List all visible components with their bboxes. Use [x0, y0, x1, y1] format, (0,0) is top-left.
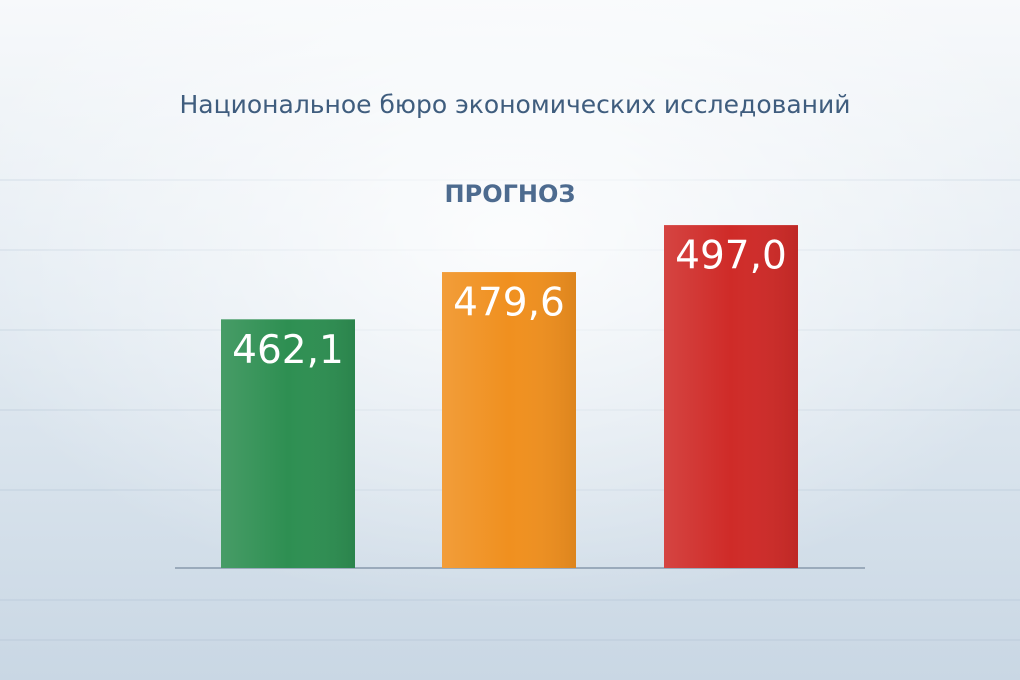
chart-title: Национальное бюро экономических исследов… — [179, 90, 850, 119]
value-label: 462,1 — [232, 328, 344, 373]
bar-shine — [442, 272, 576, 568]
bar-shine — [664, 225, 798, 568]
value-label: 479,6 — [453, 281, 565, 326]
bar-shine — [221, 319, 355, 568]
chart-subtitle: ПРОГНОЗ — [445, 180, 576, 208]
value-label: 497,0 — [675, 234, 787, 279]
